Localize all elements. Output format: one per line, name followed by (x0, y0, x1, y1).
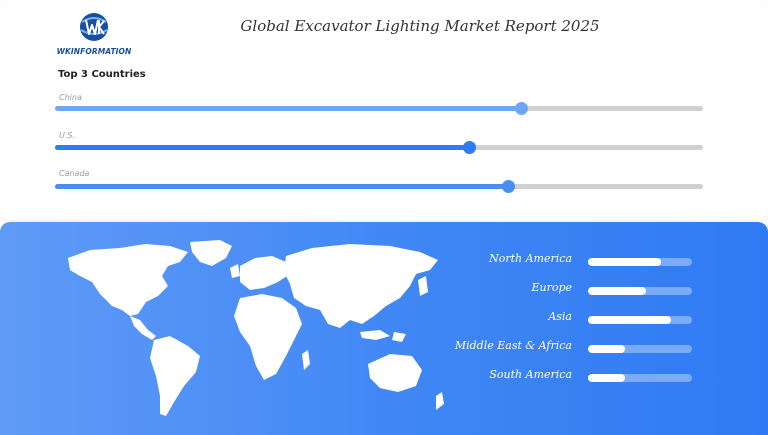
country-bar-track (55, 102, 703, 115)
section-title: Top 3 Countries (58, 69, 146, 80)
brand-logo: WKINFORMATION (54, 10, 134, 58)
country-bar-knob[interactable] (463, 141, 477, 154)
page-title: Global Excavator Lighting Market Report … (240, 17, 600, 35)
country-label: Canada (59, 169, 90, 178)
region-bar-track (588, 287, 692, 295)
header-card: WKINFORMATION Global Excavator Lighting … (54, 10, 703, 193)
region-bar-track (588, 258, 692, 266)
country-bar-track (55, 180, 703, 193)
globe-wk-logo-icon (80, 13, 108, 41)
region-bar (588, 374, 626, 382)
region-label: Europe (531, 281, 572, 294)
brand-name: WKINFORMATION (56, 47, 132, 56)
country-bar-knob[interactable] (515, 102, 529, 115)
region-bar (588, 258, 661, 266)
region-bar-track (588, 316, 692, 324)
region-label: South America (489, 368, 572, 381)
region-bar (588, 287, 647, 295)
country-bar-track (55, 141, 703, 154)
region-bar-track (588, 374, 692, 382)
country-bar (55, 184, 509, 189)
country-label: U.S. (59, 131, 76, 140)
country-bar (55, 106, 522, 111)
region-label: Asia (548, 310, 572, 323)
country-label: China (59, 93, 82, 102)
region-label: Middle East & Africa (454, 339, 572, 352)
region-label: North America (489, 252, 572, 265)
region-bar (588, 345, 626, 353)
country-bar-knob[interactable] (502, 180, 516, 193)
world-map-icon (68, 240, 444, 416)
country-bar (55, 145, 470, 150)
region-bar (588, 316, 672, 324)
region-bar-track (588, 345, 692, 353)
